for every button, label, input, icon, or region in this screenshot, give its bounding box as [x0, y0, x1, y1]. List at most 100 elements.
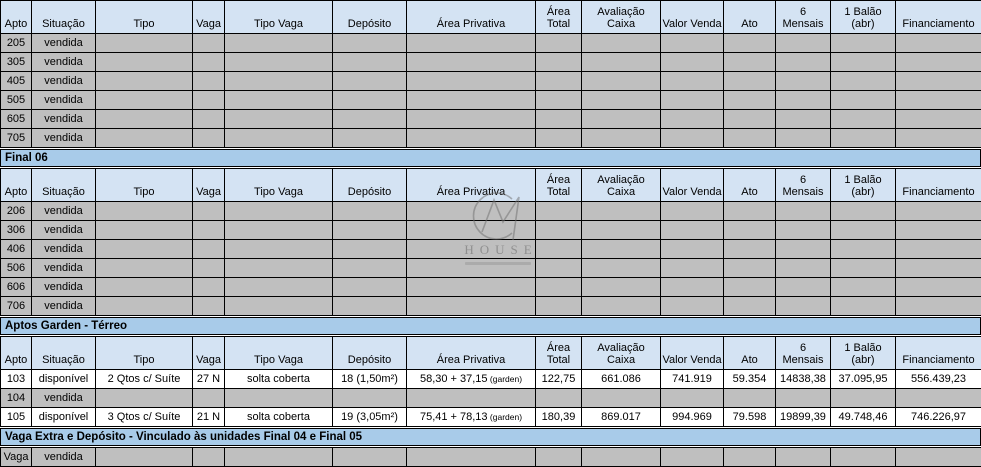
cell-area_total[interactable]	[536, 34, 582, 53]
cell-financiamento[interactable]	[896, 91, 981, 110]
cell-tipo_vaga[interactable]	[225, 34, 333, 53]
cell-area_privativa[interactable]	[407, 297, 536, 316]
cell-ato[interactable]	[724, 448, 776, 467]
cell-mensais[interactable]	[776, 278, 831, 297]
cell-tipo_vaga[interactable]	[225, 91, 333, 110]
cell-deposito[interactable]	[333, 259, 407, 278]
cell-financiamento[interactable]	[896, 202, 981, 221]
cell-apto[interactable]: Vaga	[1, 448, 32, 467]
column-header-apto[interactable]: Apto	[1, 337, 32, 370]
cell-ato[interactable]	[724, 240, 776, 259]
cell-mensais[interactable]	[776, 34, 831, 53]
cell-deposito[interactable]	[333, 53, 407, 72]
column-header-deposito[interactable]: Depósito	[333, 1, 407, 34]
cell-financiamento[interactable]	[896, 297, 981, 316]
cell-avaliacao_caixa[interactable]	[582, 389, 661, 408]
column-header-financiamento[interactable]: Financiamento	[896, 337, 981, 370]
cell-ato[interactable]	[724, 129, 776, 148]
column-header-apto[interactable]: Apto	[1, 169, 32, 202]
cell-vaga[interactable]	[193, 221, 225, 240]
cell-balao[interactable]	[831, 259, 896, 278]
cell-situacao[interactable]: vendida	[32, 278, 96, 297]
cell-tipo[interactable]	[96, 221, 193, 240]
cell-ato[interactable]	[724, 53, 776, 72]
cell-apto[interactable]: 505	[1, 91, 32, 110]
cell-tipo_vaga[interactable]	[225, 202, 333, 221]
cell-apto[interactable]: 105	[1, 408, 32, 427]
cell-apto[interactable]: 205	[1, 34, 32, 53]
cell-tipo[interactable]	[96, 129, 193, 148]
cell-financiamento[interactable]	[896, 72, 981, 91]
cell-situacao[interactable]: vendida	[32, 259, 96, 278]
cell-area_total[interactable]	[536, 91, 582, 110]
section-header[interactable]: Final 06	[0, 149, 981, 167]
cell-apto[interactable]: 104	[1, 389, 32, 408]
cell-ato[interactable]	[724, 259, 776, 278]
cell-avaliacao_caixa[interactable]	[582, 129, 661, 148]
cell-area_total[interactable]: 122,75	[536, 370, 582, 389]
cell-balao[interactable]	[831, 91, 896, 110]
cell-area_total[interactable]	[536, 202, 582, 221]
cell-tipo[interactable]: 2 Qtos c/ Suíte	[96, 370, 193, 389]
cell-situacao[interactable]: vendida	[32, 91, 96, 110]
cell-vaga[interactable]: 27 N	[193, 370, 225, 389]
cell-balao[interactable]	[831, 72, 896, 91]
cell-deposito[interactable]	[333, 129, 407, 148]
column-header-balao[interactable]: 1 Balão (abr)	[831, 1, 896, 34]
cell-mensais[interactable]	[776, 91, 831, 110]
cell-ato[interactable]	[724, 72, 776, 91]
cell-situacao[interactable]: vendida	[32, 221, 96, 240]
cell-tipo_vaga[interactable]: solta coberta	[225, 370, 333, 389]
cell-ato[interactable]	[724, 34, 776, 53]
cell-balao[interactable]	[831, 221, 896, 240]
cell-financiamento[interactable]: 556.439,23	[896, 370, 981, 389]
column-header-area_total[interactable]: Área Total	[536, 169, 582, 202]
cell-mensais[interactable]	[776, 389, 831, 408]
cell-tipo_vaga[interactable]	[225, 297, 333, 316]
cell-tipo[interactable]	[96, 34, 193, 53]
cell-deposito[interactable]	[333, 110, 407, 129]
cell-ato[interactable]	[724, 221, 776, 240]
column-header-area_total[interactable]: Área Total	[536, 1, 582, 34]
cell-financiamento[interactable]: 746.226,97	[896, 408, 981, 427]
cell-mensais[interactable]	[776, 240, 831, 259]
cell-valor_venda[interactable]	[661, 34, 724, 53]
cell-vaga[interactable]: 21 N	[193, 408, 225, 427]
cell-apto[interactable]: 305	[1, 53, 32, 72]
column-header-situacao[interactable]: Situação	[32, 337, 96, 370]
cell-mensais[interactable]: 14838,38	[776, 370, 831, 389]
cell-vaga[interactable]	[193, 72, 225, 91]
cell-apto[interactable]: 405	[1, 72, 32, 91]
column-header-situacao[interactable]: Situação	[32, 169, 96, 202]
cell-area_privativa[interactable]	[407, 240, 536, 259]
cell-avaliacao_caixa[interactable]	[582, 91, 661, 110]
cell-avaliacao_caixa[interactable]	[582, 259, 661, 278]
cell-area_total[interactable]	[536, 297, 582, 316]
cell-tipo[interactable]	[96, 72, 193, 91]
cell-balao[interactable]	[831, 202, 896, 221]
column-header-ato[interactable]: Ato	[724, 169, 776, 202]
column-header-tipo[interactable]: Tipo	[96, 169, 193, 202]
cell-ato[interactable]	[724, 91, 776, 110]
cell-mensais[interactable]	[776, 53, 831, 72]
cell-tipo_vaga[interactable]	[225, 221, 333, 240]
cell-valor_venda[interactable]	[661, 53, 724, 72]
cell-financiamento[interactable]	[896, 389, 981, 408]
cell-tipo[interactable]	[96, 91, 193, 110]
cell-tipo[interactable]	[96, 202, 193, 221]
cell-tipo[interactable]	[96, 389, 193, 408]
cell-tipo_vaga[interactable]	[225, 448, 333, 467]
cell-financiamento[interactable]	[896, 129, 981, 148]
cell-mensais[interactable]	[776, 259, 831, 278]
cell-balao[interactable]	[831, 34, 896, 53]
cell-ato[interactable]	[724, 278, 776, 297]
cell-area_total[interactable]	[536, 221, 582, 240]
cell-vaga[interactable]	[193, 278, 225, 297]
cell-financiamento[interactable]	[896, 240, 981, 259]
cell-vaga[interactable]	[193, 240, 225, 259]
cell-apto[interactable]: 605	[1, 110, 32, 129]
cell-ato[interactable]	[724, 202, 776, 221]
cell-valor_venda[interactable]	[661, 221, 724, 240]
cell-area_privativa[interactable]	[407, 72, 536, 91]
cell-vaga[interactable]	[193, 110, 225, 129]
